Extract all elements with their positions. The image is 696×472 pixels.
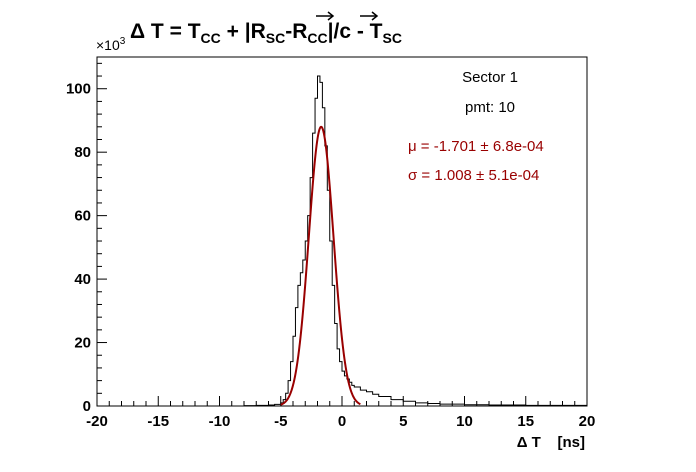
pmt-label: pmt: 10 — [465, 99, 515, 116]
y-multiplier: ×103 — [96, 36, 126, 53]
y-tick-label: 20 — [74, 335, 91, 352]
plot-area — [97, 75, 588, 407]
x-tick-label: -15 — [147, 413, 169, 430]
x-tick-label: -5 — [274, 413, 287, 430]
x-tick-label: 15 — [517, 413, 534, 430]
vector-arrows — [316, 11, 379, 21]
y-tick-label: 60 — [74, 208, 91, 225]
x-tick-label: -10 — [209, 413, 231, 430]
y-tick-label: 0 — [83, 398, 91, 415]
histogram-series — [97, 75, 588, 407]
sector-label: Sector 1 — [462, 69, 518, 86]
x-tick-label: 20 — [579, 413, 596, 430]
x-tick-label: -20 — [86, 413, 108, 430]
x-tick-label: 0 — [338, 413, 346, 430]
x-tick-label: 5 — [399, 413, 407, 430]
chart-title: Δ T = TCC + |RSC-RCC|/c - TSC — [130, 20, 402, 46]
axes: -20 -15 -10 -5 0 5 10 15 20 0 20 40 60 80 100 — [66, 62, 596, 430]
y-tick-label: 40 — [74, 271, 91, 288]
gaussian-fit-series — [280, 125, 361, 406]
sigma-label: σ = 1.008 ± 5.1e-04 — [408, 167, 539, 184]
mu-label: μ = -1.701 ± 6.8e-04 — [408, 138, 544, 155]
x-tick-label: 10 — [456, 413, 473, 430]
y-tick-label: 100 — [66, 81, 91, 98]
x-axis-label: Δ T [ns] — [517, 434, 585, 451]
y-tick-label: 80 — [74, 144, 91, 161]
